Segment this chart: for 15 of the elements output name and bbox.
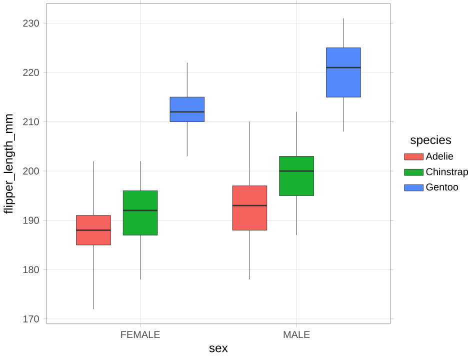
legend-title: species	[410, 135, 452, 147]
y-tick-label: 190	[23, 216, 39, 224]
y-axis-title: flipper_length_mm	[4, 114, 16, 214]
y-tick-label: 210	[23, 118, 39, 126]
x-axis-title: sex	[209, 346, 228, 352]
x-tick-label: MALE	[284, 331, 310, 338]
legend-label: Gentoo	[426, 183, 458, 191]
y-tick-label: 220	[23, 68, 39, 76]
y-tick-label: 200	[23, 168, 39, 175]
y-tick-label: 180	[23, 266, 39, 274]
legend-label: Adelie	[426, 152, 454, 160]
y-tick-label: 170	[23, 315, 39, 322]
y-tick-label: 230	[23, 20, 39, 27]
legend-label: Chinstrap	[426, 168, 468, 178]
x-tick-label: FEMALE	[121, 331, 160, 338]
